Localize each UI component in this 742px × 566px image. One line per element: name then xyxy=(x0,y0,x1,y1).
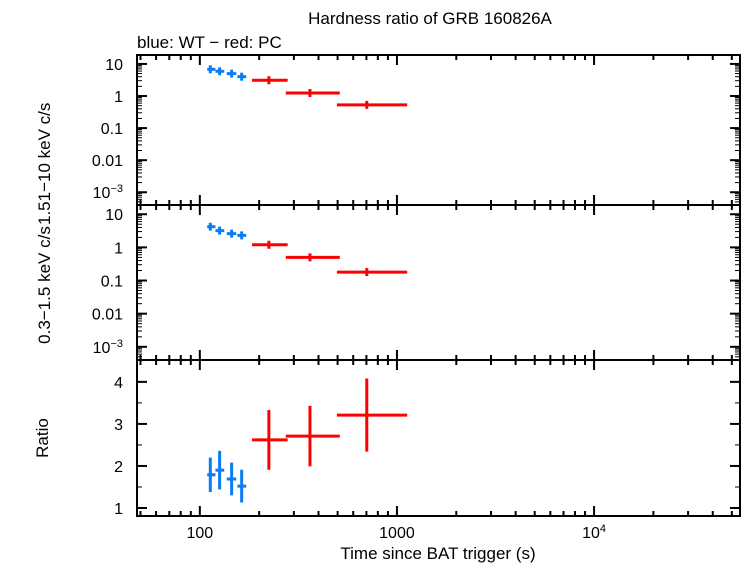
y-tick-label: 2 xyxy=(114,459,123,476)
x-tick-label: 104 xyxy=(582,523,606,542)
y-tick-label: 10−3 xyxy=(93,183,123,202)
y-tick-label: 10 xyxy=(105,207,123,224)
panel-frame-3 xyxy=(136,359,741,517)
y-tick-label: 4 xyxy=(114,375,123,392)
y-tick-label: 0.01 xyxy=(92,153,123,170)
y-tick-label: 10 xyxy=(105,57,123,74)
x-tick-exponent: 4 xyxy=(600,523,606,535)
y-tick-label: 1 xyxy=(114,240,123,257)
y-tick-label: 0.1 xyxy=(101,274,123,291)
x-tick-label: 1000 xyxy=(379,525,415,542)
y-tick-label: 3 xyxy=(114,417,123,434)
x-axis-label: Time since BAT trigger (s) xyxy=(340,544,535,563)
y-tick-label: 1 xyxy=(114,89,123,106)
panel-frame-2 xyxy=(136,204,741,361)
panel-frame-1 xyxy=(136,54,741,206)
y-tick-exponent: −3 xyxy=(110,183,123,195)
y-axis-label-3: Ratio xyxy=(33,418,52,458)
y-tick-exponent: −3 xyxy=(110,338,123,350)
y-tick-label: 0.01 xyxy=(92,307,123,324)
chart-subtitle: blue: WT − red: PC xyxy=(137,33,282,52)
y-tick-label: 10−3 xyxy=(93,338,123,357)
y-tick-label: 1 xyxy=(114,501,123,518)
y-tick-label: 0.1 xyxy=(101,121,123,138)
x-tick-label: 100 xyxy=(186,525,213,542)
y-axis-label-2: 0.3−1.5 keV c/s xyxy=(35,226,54,344)
y-axis-label-1: 1.51−10 keV c/s xyxy=(35,103,54,225)
chart-title: Hardness ratio of GRB 160826A xyxy=(308,9,552,28)
